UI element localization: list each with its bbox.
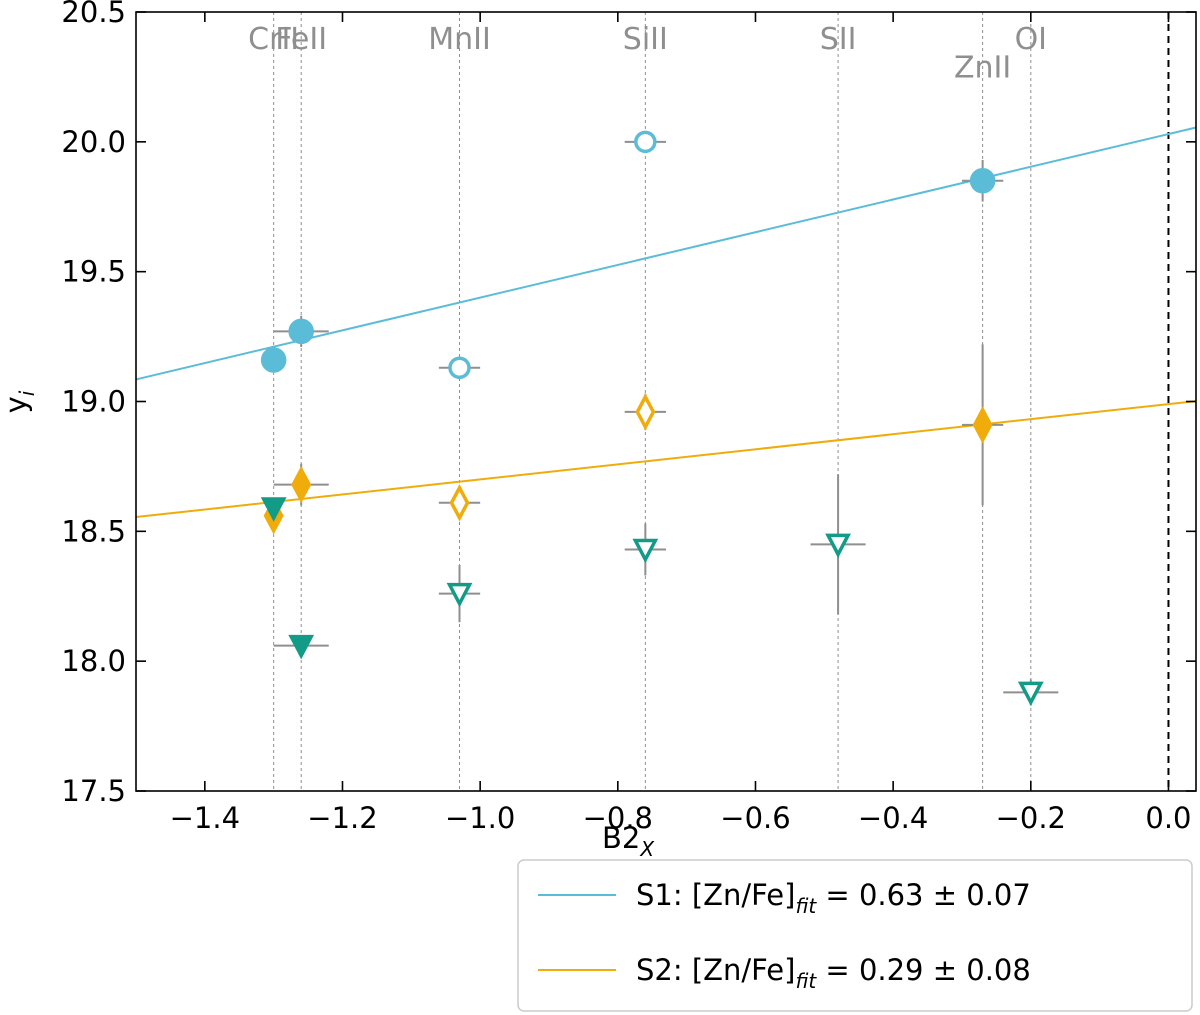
- y-tick-label: 19.5: [61, 255, 126, 289]
- element-label-znii: ZnII: [954, 51, 1011, 86]
- x-tick-label: −0.4: [858, 801, 928, 835]
- y-tick-label: 20.5: [61, 0, 126, 29]
- fit-line-s2: [135, 400, 1197, 519]
- element-label-feii: FeII: [275, 22, 327, 57]
- plot-frame: [135, 11, 1197, 792]
- element-label-crii: CrII: [248, 22, 299, 57]
- point-diamond-1: [291, 465, 312, 504]
- error-bars: [273, 140, 1059, 706]
- y-axis-label-sub: i: [15, 390, 39, 396]
- legend-box: [517, 859, 1193, 1012]
- legend-label-s1: S1: [Zn/Fe]fit = 0.63 ± 0.07: [636, 878, 1031, 918]
- x-axis-label: B2X: [602, 821, 655, 861]
- point-triangle-down-0: [260, 497, 287, 522]
- point-triangle-down-3: [632, 538, 659, 564]
- element-label-sii: SII: [820, 22, 857, 57]
- fit-lines: [135, 126, 1197, 519]
- point-triangle-down-2: [446, 582, 473, 608]
- x-tick-label: −1.4: [170, 801, 240, 835]
- point-circle-4: [969, 168, 996, 194]
- x-tick-label: −1.2: [307, 801, 377, 835]
- y-tick-label: 17.5: [61, 774, 126, 808]
- x-tick-label: 0.0: [1145, 801, 1191, 835]
- y-axis-label: yi: [0, 390, 39, 413]
- point-triangle-down-5: [1017, 681, 1044, 707]
- element-label-mnii: MnII: [428, 22, 491, 57]
- point-triangle-down-4: [825, 533, 851, 559]
- y-tick-label: 19.0: [61, 385, 126, 419]
- legend-label-s2: S2: [Zn/Fe]fit = 0.29 ± 0.08: [636, 953, 1031, 993]
- y-axis-label-main: y: [0, 396, 33, 413]
- point-diamond-2: [449, 484, 470, 522]
- y-tick-label: 18.5: [61, 514, 126, 548]
- point-circle-3: [634, 130, 657, 154]
- point-diamond-3: [635, 393, 656, 431]
- x-tick-label: −1.0: [445, 801, 515, 835]
- x-tick-label: −0.6: [720, 801, 790, 835]
- x-tick-label: −0.8: [583, 801, 653, 835]
- x-axis-label-sub: X: [639, 837, 655, 861]
- element-reference-lines: [273, 12, 1170, 791]
- legend: S1: [Zn/Fe]fit = 0.63 ± 0.07 S2: [Zn/Fe]f…: [517, 859, 1193, 1012]
- point-circle-0: [260, 347, 287, 373]
- y-tick-label: 18.0: [61, 644, 126, 678]
- point-triangle-down-1: [288, 634, 315, 660]
- element-label-oi: OI: [1015, 22, 1047, 57]
- x-tick-label: −0.2: [996, 801, 1066, 835]
- point-circle-1: [288, 318, 314, 345]
- axis-ticks: −1.4 −1.2 −1.0 −0.8 −0.6 −0.4 −0.2 0.0 17.5 18.0 1…: [61, 0, 1196, 835]
- point-diamond-4: [972, 406, 993, 444]
- x-axis-label-main: B2: [602, 821, 640, 855]
- element-label-siii: SiII: [623, 22, 668, 57]
- y-tick-label: 20.0: [61, 125, 126, 159]
- point-circle-2: [448, 356, 471, 379]
- data-points: [260, 130, 1044, 707]
- fit-line-s1: [135, 126, 1197, 381]
